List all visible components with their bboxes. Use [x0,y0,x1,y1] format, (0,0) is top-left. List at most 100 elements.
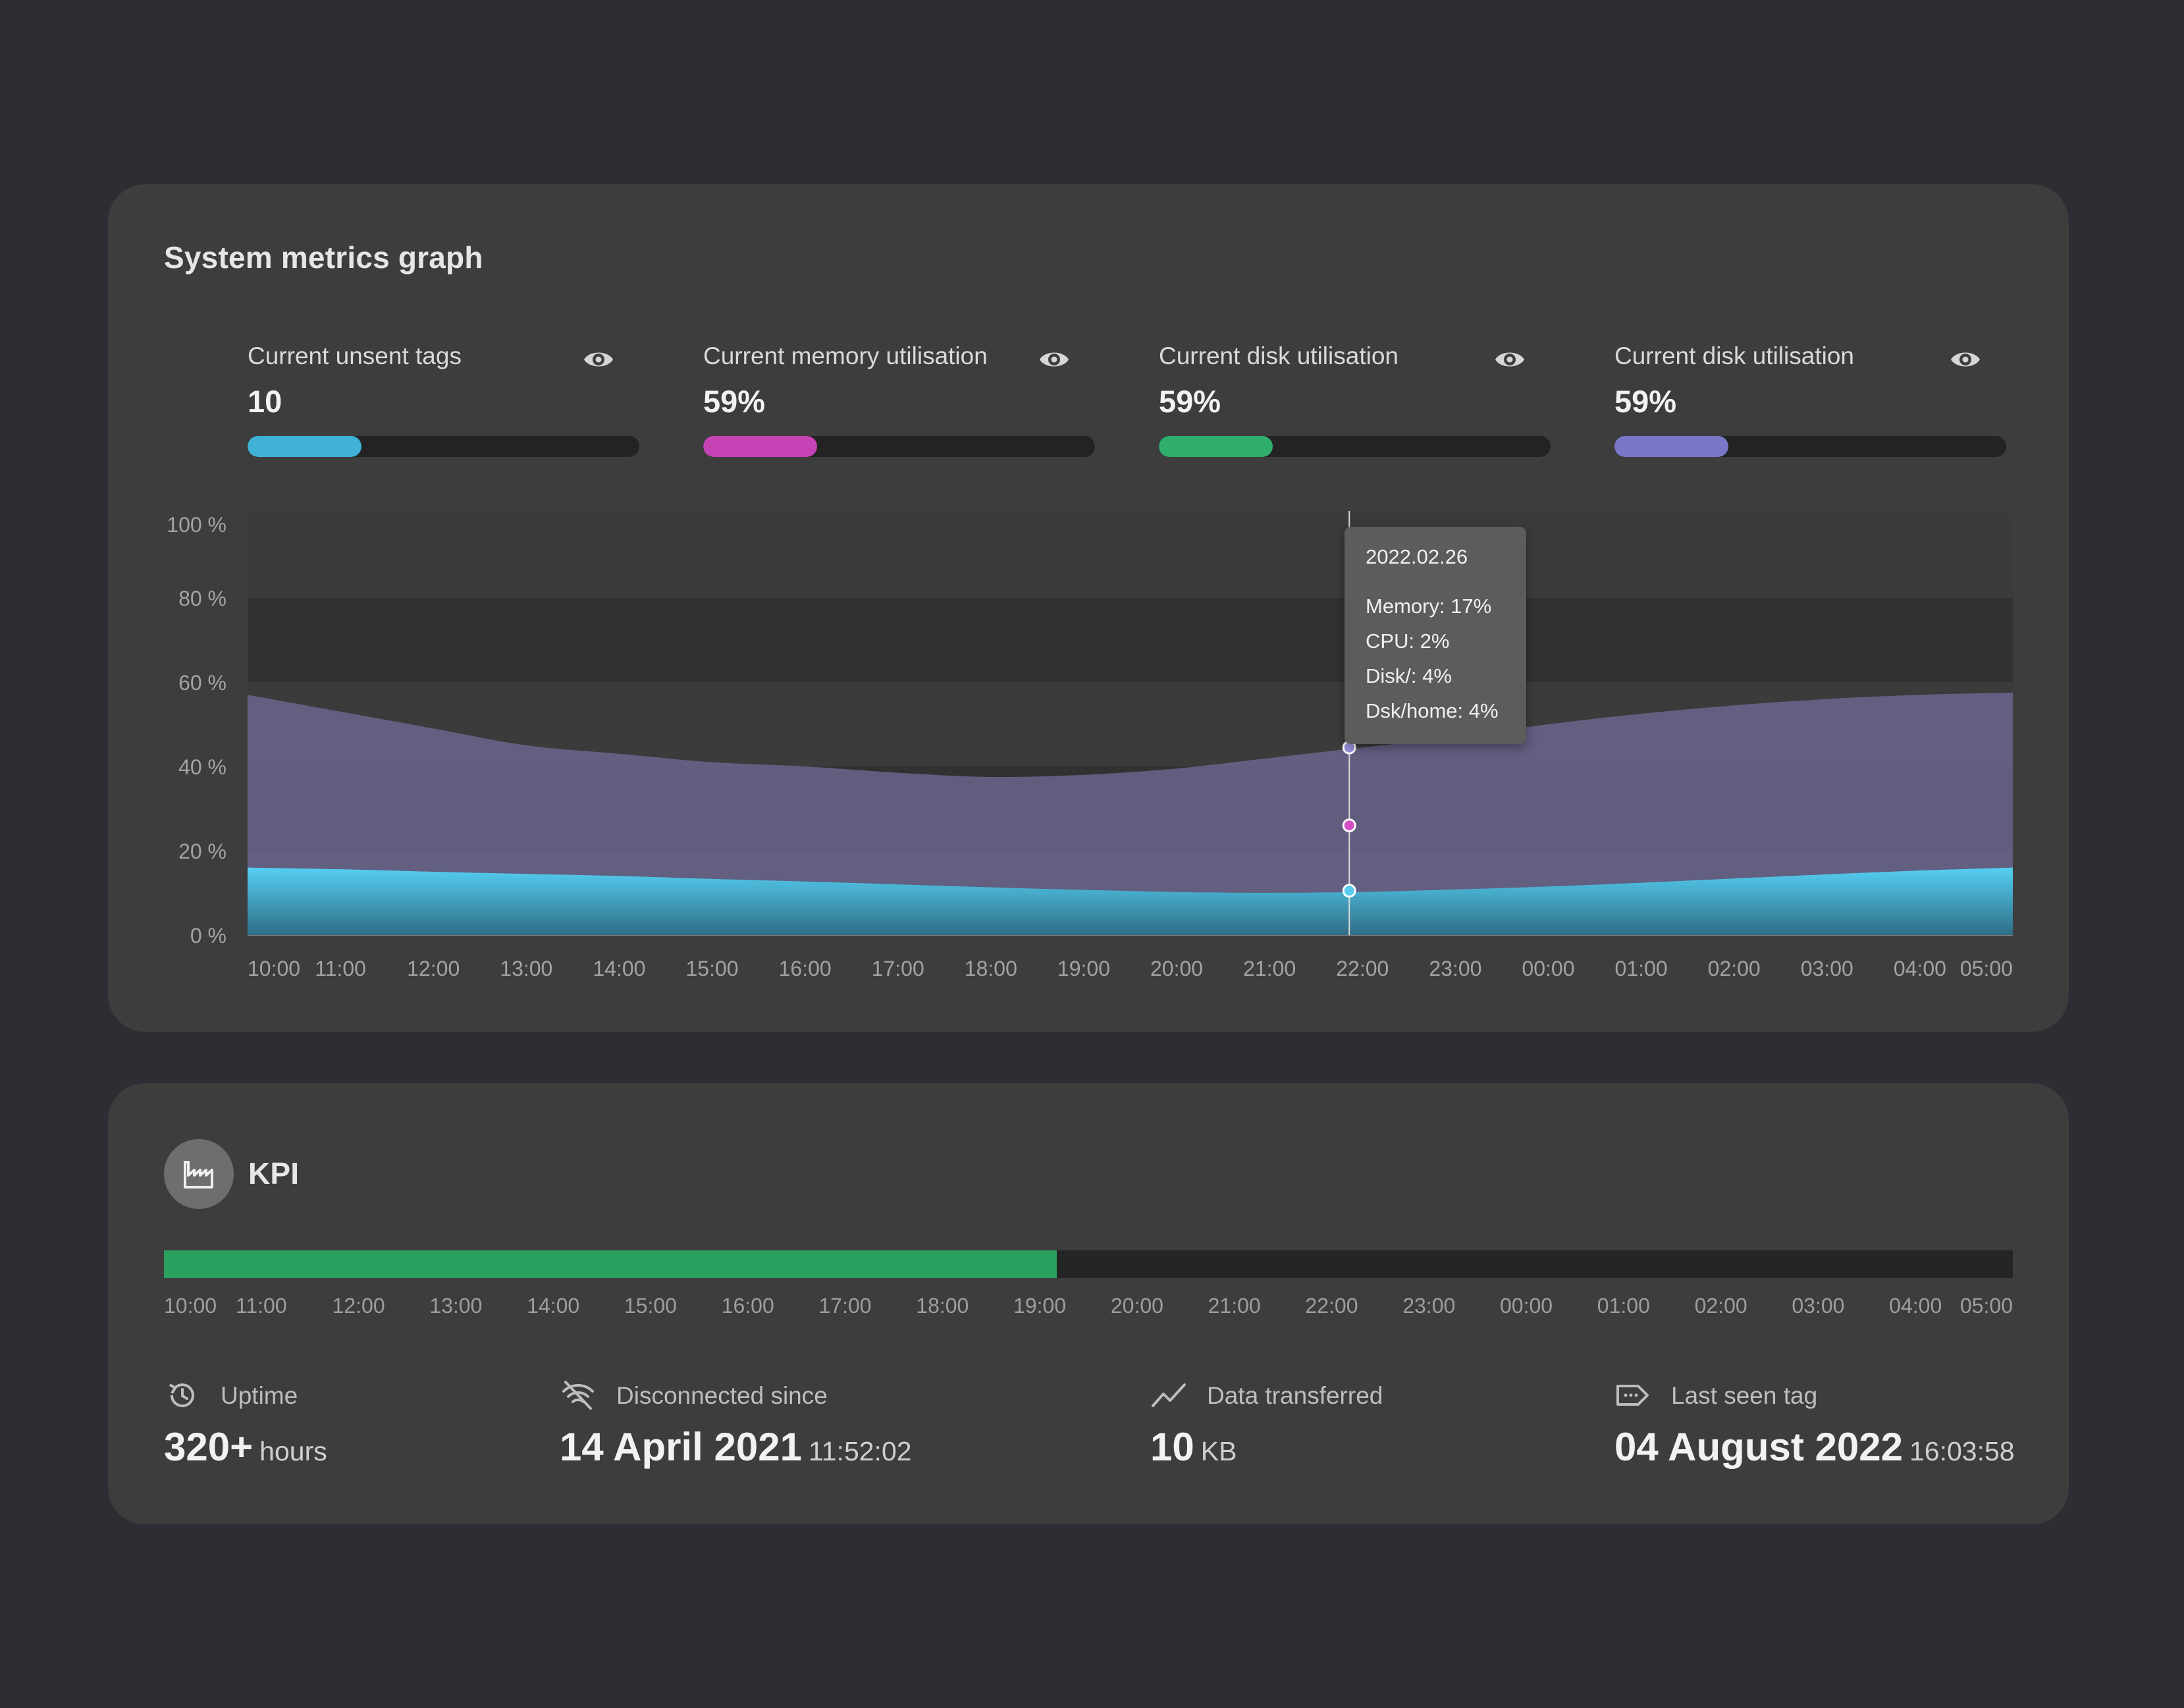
metric-disk-utilisation: Current disk utilisation 59% [1159,342,1551,457]
kpi-axis-label: 22:00 [1305,1294,1358,1318]
stat-value: 320+ [164,1425,253,1469]
chart-tooltip: 2022.02.26 Memory: 17% CPU: 2% Disk/: 4%… [1345,527,1526,744]
metric-value: 59% [1614,384,1677,419]
stat-time: 16:03:58 [1909,1436,2015,1466]
x-tick-label: 10:00 [248,957,300,980]
x-tick-label: 00:00 [1522,957,1574,980]
metric-label: Current disk utilisation [1614,342,1854,369]
wifi-off-icon [562,1381,594,1410]
eye-icon[interactable] [581,342,616,377]
tooltip-memory: Memory: 17% [1366,595,1492,618]
tooltip-cpu: CPU: 2% [1366,629,1450,653]
stat-label: Last seen tag [1671,1382,1818,1409]
eye-icon[interactable] [1948,342,1983,377]
tag-icon [1616,1385,1649,1406]
x-tick-label: 23:00 [1429,957,1481,980]
history-icon [169,1383,194,1408]
kpi-card: KPI 10:00 11:00 12:00 13:00 14:00 15:00 16:00 1… [108,1083,2069,1524]
kpi-axis-label: 23:00 [1402,1294,1456,1318]
chart-cursor-marker [1342,818,1356,833]
eye-icon[interactable] [1037,342,1071,377]
stat-value: 10 [1150,1425,1194,1469]
kpi-progress-fill [164,1250,1057,1278]
chart-series-area-0 [248,693,2013,935]
x-tick-label: 03:00 [1801,957,1853,980]
stat-label: Uptime [221,1382,298,1409]
kpi-axis-label: 15:00 [624,1294,677,1318]
y-tick-label: 80 % [178,587,226,610]
x-tick-label: 13:00 [500,957,552,980]
card-title: KPI [248,1156,300,1190]
eye-icon[interactable] [1493,342,1527,377]
metrics-area-chart[interactable]: 0 % 20 % 40 % 60 % 80 % 100 % 10:00 11:00 12:00… [108,184,2069,1032]
kpi-axis-label: 03:00 [1792,1294,1845,1318]
kpi-axis-label: 16:00 [721,1294,774,1318]
metric-progress-track [1614,436,2006,457]
metric-progress-track [703,436,1095,457]
metric-disk-utilisation-2: Current disk utilisation 59% [1614,342,2006,457]
x-tick-label: 19:00 [1057,957,1110,980]
stat-unit: hours [259,1436,327,1466]
stat-value: 14 April 2021 [560,1425,802,1469]
chart-cursor-marker [1342,884,1356,898]
chart-series-area-1 [248,867,2013,935]
metric-value: 59% [1159,384,1221,419]
kpi-axis-label: 20:00 [1110,1294,1163,1318]
metric-progress-fill [248,436,361,457]
y-tick-label: 60 % [178,671,226,695]
kpi-axis-label: 13:00 [429,1294,483,1318]
metric-progress-fill [1614,436,1728,457]
kpi-axis-label: 10:00 [164,1294,217,1318]
kpi-axis-label: 12:00 [332,1294,385,1318]
stat-value: 04 August 2022 [1614,1425,1903,1469]
x-tick-label: 15:00 [685,957,738,980]
metric-progress-fill [1159,436,1273,457]
metric-progress-track [1159,436,1551,457]
kpi-axis-label: 19:00 [1013,1294,1067,1318]
x-tick-label: 01:00 [1615,957,1668,980]
x-tick-label: 21:00 [1243,957,1296,980]
kpi-axis-label: 02:00 [1694,1294,1747,1318]
metric-memory-utilisation: Current memory utilisation 59% [703,342,1095,457]
kpi-axis-label: 14:00 [527,1294,580,1318]
system-metrics-card: System metrics graph Current unsent tags… [108,184,2069,1032]
x-tick-label: 22:00 [1336,957,1389,980]
kpi-axis-label: 04:00 [1889,1294,1942,1318]
tooltip-date: 2022.02.26 [1366,545,1468,568]
stat-label: Data transferred [1207,1382,1383,1409]
x-tick-label: 16:00 [779,957,832,980]
x-tick-label: 12:00 [407,957,460,980]
kpi-axis-label: 17:00 [818,1294,872,1318]
x-tick-label: 20:00 [1150,957,1203,980]
kpi-axis-label: 21:00 [1208,1294,1261,1318]
x-tick-label: 17:00 [872,957,924,980]
kpi-axis-label: 18:00 [916,1294,969,1318]
metric-unsent-tags: Current unsent tags 10 [248,342,639,457]
card-title: System metrics graph [164,240,483,275]
y-tick-label: 100 % [167,513,226,537]
kpi-axis-label: 00:00 [1500,1294,1553,1318]
metric-value: 59% [703,384,766,419]
x-tick-label: 04:00 [1894,957,1946,980]
stat-unit: KB [1200,1436,1237,1466]
trend-icon [1152,1383,1186,1407]
stat-time: 11:52:02 [809,1436,912,1466]
kpi-axis-label: 05:00 [1959,1294,2013,1318]
tooltip-disk: Disk/: 4% [1366,664,1452,687]
x-tick-label: 18:00 [965,957,1017,980]
x-tick-label: 11:00 [315,957,366,980]
y-tick-label: 20 % [178,840,226,863]
chart-band [248,598,2013,682]
tooltip-disk-home: Dsk/home: 4% [1366,699,1499,722]
metric-label: Current memory utilisation [703,342,988,369]
kpi-avatar [164,1139,234,1209]
kpi-progress-track [164,1250,2013,1278]
metric-label: Current unsent tags [248,342,462,369]
kpi-axis-label: 11:00 [235,1294,287,1318]
x-tick-label: 14:00 [593,957,645,980]
chart-band [248,514,2013,598]
stat-label: Disconnected since [616,1382,828,1409]
kpi-axis-label: 01:00 [1597,1294,1650,1318]
y-tick-label: 0 % [190,924,226,947]
metric-progress-fill [703,436,817,457]
